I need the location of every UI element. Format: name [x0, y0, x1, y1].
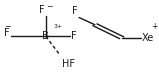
Text: F: F [4, 28, 10, 38]
Text: F: F [71, 31, 77, 41]
Text: −: − [4, 22, 10, 31]
Text: 3+: 3+ [54, 24, 63, 29]
Text: +: + [151, 22, 157, 31]
Text: F: F [39, 5, 45, 15]
Text: B: B [42, 31, 49, 41]
Text: HF: HF [62, 59, 75, 69]
Text: F: F [72, 6, 78, 16]
Text: Xe: Xe [142, 33, 154, 43]
Text: −: − [46, 2, 52, 11]
